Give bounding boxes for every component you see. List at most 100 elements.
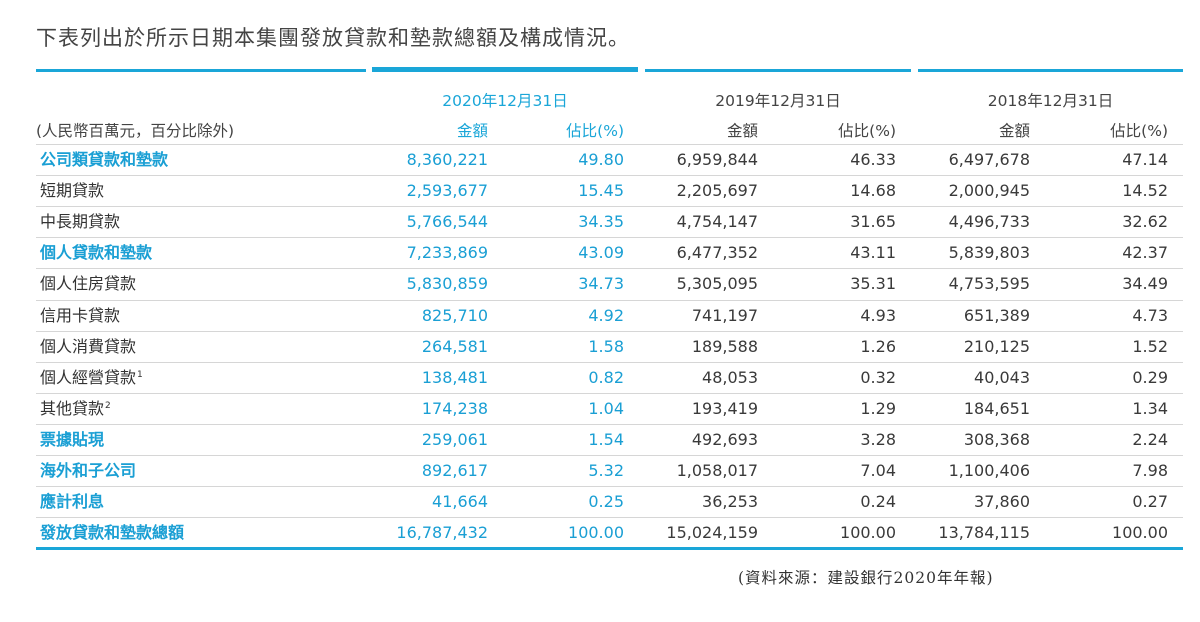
col-share-2020: 佔比(%) [566,122,624,140]
table-cell: 6,959,844 [676,150,758,169]
table-cell: 5,839,803 [948,243,1030,263]
table-cell: 5,830,859 [406,274,488,294]
row-label: 票據貼現 [40,429,105,449]
table-cell: 892,617 [421,461,488,480]
table-cell: 34.49 [1122,274,1168,294]
row-divider [36,268,1183,270]
table-cell: 1.29 [860,398,896,418]
table-cell: 36,253 [702,492,758,512]
col-share-2019: 佔比(%) [838,122,896,140]
table-cell: 651,389 [963,305,1030,325]
table-cell: 0.27 [1132,492,1168,512]
row-label-text: 個人經營貸款 [40,367,137,387]
table-cell: 47.14 [1122,150,1168,169]
table-cell: 5,766,544 [406,212,488,232]
row-label: 中長期貸款 [40,212,121,232]
row-divider [36,392,1183,394]
table-cell: 42.37 [1122,243,1168,263]
table-cell: 1,058,017 [676,461,758,480]
table-cell: 100.00 [1112,523,1168,543]
table-cell: 308,368 [963,429,1030,449]
table-cell: 7.98 [1132,461,1168,480]
table-cell: 15,024,159 [666,523,758,543]
period-2019: 2019年12月31日 [715,92,841,110]
table-cell: 6,477,352 [676,243,758,263]
row-divider [36,423,1183,425]
table-cell: 4,753,595 [948,274,1030,294]
footnote-marker: 2 [105,400,111,411]
period-2020: 2020年12月31日 [442,92,568,110]
header-rule-2020 [372,67,638,72]
table-cell: 210,125 [963,336,1030,356]
table-cell: 1.58 [588,336,624,356]
header-rule-2018 [918,69,1183,72]
row-divider [36,517,1183,519]
table-cell: 0.82 [588,367,624,387]
table-cell: 5.32 [588,461,624,480]
table-cell: 14.68 [850,181,896,201]
col-amount-2020: 金額 [456,122,488,140]
row-label: 信用卡貸款 [40,305,121,325]
col-share-2018: 佔比(%) [1110,122,1168,140]
table-cell: 1,100,406 [948,461,1030,480]
table-cell: 189,588 [691,336,758,356]
table-cell: 184,651 [963,398,1030,418]
col-amount-2018: 金額 [998,122,1030,140]
row-label: 個人貸款和墊款 [40,243,153,263]
table-cell: 2,000,945 [948,181,1030,201]
intro-text: 下表列出於所示日期本集團發放貸款和墊款總額及構成情況。 [36,26,630,50]
table-cell: 264,581 [421,336,488,356]
row-divider [36,175,1183,177]
table-cell: 100.00 [840,523,896,543]
table-cell: 49.80 [578,150,624,169]
col-amount-2019: 金額 [726,122,758,140]
table-cell: 43.11 [850,243,896,263]
row-label: 公司類貸款和墊款 [40,150,169,169]
table-cell: 741,197 [691,305,758,325]
row-divider [36,455,1183,456]
row-divider [36,206,1183,208]
period-2018: 2018年12月31日 [987,92,1114,110]
table-cell: 40,043 [974,367,1030,387]
table-cell: 6,497,678 [948,150,1030,169]
table-cell: 259,061 [421,429,488,449]
table-cell: 7,233,869 [406,243,488,263]
row-label: 個人住房貸款 [40,274,137,294]
row-divider [36,299,1183,301]
table-bottom-rule [36,547,1183,551]
header-rule-label [36,69,366,72]
table-cell: 4,754,147 [676,212,758,232]
table-cell: 1.54 [588,429,624,449]
row-divider [36,237,1183,239]
table-cell: 2,205,697 [676,181,758,201]
source-note: (資料來源：建設銀行2020年年報) [738,569,994,587]
table-cell: 15.45 [578,181,624,201]
table-cell: 46.33 [850,150,896,169]
table-cell: 7.04 [860,461,896,480]
table-cell: 8,360,221 [406,150,488,169]
table-cell: 1.04 [588,398,624,418]
table-cell: 0.24 [860,492,896,512]
table-cell: 1.34 [1132,398,1168,418]
table-cell: 1.26 [860,336,896,356]
table-cell: 34.35 [578,212,624,232]
table-cell: 0.29 [1132,367,1168,387]
table-cell: 32.62 [1122,212,1168,232]
row-label: 其他貸款2 [40,393,111,424]
row-divider [36,361,1183,363]
table-cell: 43.09 [578,243,624,263]
table-cell: 41,664 [432,492,488,512]
table-cell: 4.73 [1132,305,1168,325]
header-rule-2019 [645,69,911,72]
footnote-marker: 1 [137,369,143,380]
row-divider [36,330,1183,332]
table-cell: 0.25 [588,492,624,512]
table-cell: 16,787,432 [396,523,488,543]
table-cell: 492,693 [691,429,758,449]
table-cell: 34.73 [578,274,624,294]
table-cell: 825,710 [421,305,488,325]
table-cell: 48,053 [702,367,758,387]
table-cell: 13,784,115 [938,523,1030,543]
unit-note: (人民幣百萬元，百分比除外) [36,122,235,140]
table-cell: 35.31 [850,274,896,294]
